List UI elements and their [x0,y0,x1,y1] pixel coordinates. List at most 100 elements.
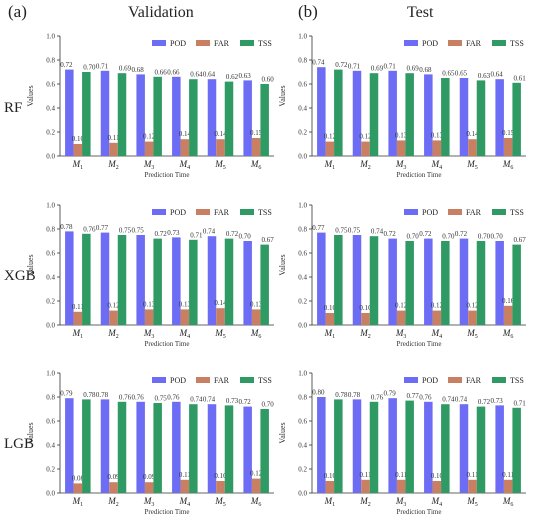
p4-y-tick-label: 0.0 [46,490,55,498]
p3-tss-data-label: 0.70 [407,233,420,241]
p5-far-data-label: 0.11 [360,471,372,479]
p0-x-tick-label: M4 [179,159,191,171]
p1-legend-swatch-pod [404,40,418,46]
p1-legend-label-tss: TSS [510,39,524,48]
p3-y-tick-label: 0.6 [298,250,307,258]
row-label-xgb: XGB [4,268,36,284]
p2-tss-data-label: 0.67 [262,236,275,244]
p0-x-axis-label: Prediction Time [145,171,190,179]
p1-tss-data-label: 0.65 [442,70,455,78]
p3-x-tick-label: M6 [502,328,513,340]
p4-legend-label-pod: POD [170,376,186,385]
p2-pod-bar [172,237,181,325]
p5-far-data-label: 0.10 [324,472,337,480]
p1-pod-bar [424,74,433,156]
p0-tss-bar [260,84,269,156]
p1-pod-bar [317,67,326,156]
p5-tss-data-label: 0.78 [335,391,348,399]
p0-y-tick-label: 0.6 [46,81,55,89]
p0-tss-data-label: 0.66 [155,68,168,76]
p0-x-tick-label: M2 [107,159,119,171]
p3-pod-data-label: 0.72 [419,230,432,238]
p5-x-tick-label: M3 [395,496,407,508]
p2-x-tick-label: M4 [179,328,191,340]
p0-far-bar [144,141,154,156]
p1-y-tick-label: 1.0 [298,33,307,41]
p2-pod-bar [65,231,74,325]
p0-far-data-label: 0.14 [214,130,227,138]
p3-far-bar [432,310,442,325]
p5-legend-swatch-pod [404,377,418,383]
row-label-lgb: LGB [4,436,34,452]
p0-pod-bar [65,69,74,156]
p3-legend-swatch-far [448,209,462,215]
p1-pod-data-label: 0.74 [312,59,325,67]
p2-pod-bar [136,235,145,325]
p4-tss-data-label: 0.73 [226,397,239,405]
p3-tss-bar [369,236,379,325]
p0-far-bar [73,144,83,156]
p5-y-tick-label: 1.0 [298,370,307,378]
p2-x-tick-label: M2 [107,328,119,340]
p0-pod-data-label: 0.66 [167,68,180,76]
p5-tss-data-label: 0.76 [371,393,384,401]
p0-tss-bar [153,76,162,156]
p0-y-tick-label: 1.0 [46,33,55,41]
p2-tss-data-label: 0.71 [190,231,203,239]
p3-legend-swatch-tss [492,209,506,215]
p5-pod-data-label: 0.79 [384,390,397,398]
p4-tss-bar [189,404,198,493]
p4-legend-swatch-far [196,377,210,383]
p4-tss-bar [82,399,91,493]
p0-pod-data-label: 0.68 [132,66,145,74]
p2-legend-swatch-tss [240,209,254,215]
p5-x-tick-label: M5 [466,496,478,508]
p4-pod-bar [207,404,217,493]
p2-pod-data-label: 0.75 [132,227,145,235]
p5-y-tick-label: 0.8 [298,394,307,402]
p1-far-data-label: 0.13 [395,131,408,139]
p3-pod-bar [459,238,469,325]
p5-legend-label-tss: TSS [510,376,524,385]
p3-far-bar [361,313,370,325]
p1-far-data-label: 0.12 [359,133,372,141]
p2-far-data-label: 0.13 [179,300,192,308]
p5-y-tick-label: 0.2 [298,466,307,474]
p5-tss-bar [441,404,450,493]
p0-pod-bar [136,74,145,156]
p3-pod-data-label: 0.75 [348,227,361,235]
p5-legend-label-pod: POD [422,376,438,385]
p4-legend-swatch-tss [240,377,254,383]
p4-tss-data-label: 0.76 [119,393,132,401]
p0-x-tick-label: M3 [143,159,155,171]
p1-x-tick-label: M4 [431,159,443,171]
p3-x-tick-label: M4 [431,328,443,340]
p1-pod-data-label: 0.71 [384,62,397,70]
p2-tss-data-label: 0.76 [83,225,96,233]
p1-far-bar [361,141,370,156]
p0-tss-bar [189,79,198,156]
p0-tss-bar [224,81,234,156]
p0-x-tick-label: M6 [250,159,262,171]
p4-far-bar [180,479,190,493]
p3-y-tick-label: 0.4 [298,274,307,282]
p5-pod-bar [459,404,469,493]
p4-pod-data-label: 0.76 [132,393,145,401]
p4-far-bar [144,482,154,493]
p1-far-bar [325,141,335,156]
p1-pod-data-label: 0.64 [491,71,504,79]
p2-pod-bar [100,232,110,325]
p3-y-axis-label: Values [278,254,287,275]
p2-far-data-label: 0.13 [143,300,156,308]
p0-legend-swatch-far [196,40,210,46]
p0-legend-label-far: FAR [214,39,230,48]
p4-x-tick-label: M6 [250,496,262,508]
p1-y-tick-label: 0.0 [298,153,307,161]
p0-tss-data-label: 0.62 [226,73,239,81]
p5-y-tick-label: 0.4 [298,442,307,450]
p2-tss-bar [189,239,198,325]
p5-tss-data-label: 0.77 [407,392,420,400]
p5-pod-data-label: 0.74 [455,396,468,404]
p2-pod-data-label: 0.74 [203,228,216,236]
